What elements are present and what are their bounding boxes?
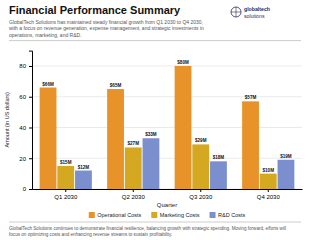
y-tick-label: 20 — [19, 156, 26, 162]
text-line: GlobalTech Solutions continues to demons… — [9, 226, 286, 231]
x-tick-mark — [133, 189, 134, 192]
y-tick-mark — [29, 189, 32, 190]
background — [0, 0, 310, 240]
y-tick-mark — [29, 127, 32, 128]
y-tick: 60 — [19, 94, 32, 100]
y-axis: 0 20 40 60 80 — [19, 51, 32, 192]
bar — [210, 161, 227, 189]
title: Financial Performance Summary — [9, 4, 181, 16]
data-label: $18M — [213, 155, 225, 160]
data-labels: $66M $65M $80M $57M $15M $27M $29M $10M $12M $33M… — [42, 60, 292, 173]
y-tick: 0 — [23, 186, 32, 192]
data-label: $80M — [177, 60, 189, 65]
legend-swatch — [151, 212, 157, 218]
x-axis-line — [33, 189, 303, 190]
footer-group: GlobalTech Solutions continues to demons… — [9, 226, 286, 237]
logo-icon — [231, 7, 241, 17]
bar — [175, 66, 192, 189]
chart-svg: Financial Performance Summary globaltechs… — [0, 0, 310, 240]
x-axis: Q1 2030 Q2 2030 Q3 2030 Q4 2030 — [33, 189, 303, 200]
x-tick-label: Q4 2030 — [257, 194, 281, 200]
data-label: $19M — [280, 154, 292, 159]
legend-item: R&D Costs — [210, 212, 246, 218]
x-axis-title: Quarter — [157, 202, 177, 208]
y-tick: 20 — [19, 156, 32, 162]
grid — [32, 66, 302, 189]
grid-line — [32, 127, 302, 128]
bar-series — [75, 138, 294, 189]
text-line: GlobalTech Solutions has maintained stea… — [9, 19, 203, 25]
y-axis-title: Amount (in US dollars) — [4, 92, 10, 147]
legend-label: R&D Costs — [218, 212, 245, 218]
y-tick-label: 0 — [23, 186, 27, 192]
y-tick-mark — [29, 158, 32, 159]
bar — [125, 147, 142, 189]
legend-label: Marketing Costs — [160, 212, 200, 218]
chart-container: Financial Performance Summary globaltechs… — [0, 0, 310, 240]
x-tick: Q3 2030 — [189, 189, 213, 200]
subtitle: GlobalTech Solutions has maintained stea… — [9, 19, 204, 38]
data-label: $57M — [245, 95, 257, 100]
footer: GlobalTech Solutions continues to demons… — [9, 226, 286, 237]
x-tick-label: Q3 2030 — [189, 194, 213, 200]
data-label: $27M — [128, 141, 140, 146]
legend: Operational Costs Marketing Costs R&D Cost… — [89, 212, 246, 218]
y-tick: 80 — [19, 63, 32, 69]
bar-series — [40, 66, 259, 189]
text-line: operations, marketing, and R&D. — [9, 32, 82, 38]
data-label: $29M — [195, 138, 207, 143]
legend-swatch — [210, 212, 216, 218]
bar — [40, 88, 57, 189]
bar — [192, 144, 209, 189]
bar — [242, 101, 259, 189]
x-tick-mark — [268, 189, 269, 192]
y-tick-label: 80 — [19, 63, 26, 69]
x-tick-label: Q1 2030 — [54, 194, 78, 200]
text-line: with a focus on revenue generation, expe… — [9, 25, 204, 31]
subtitle-group: GlobalTech Solutions has maintained stea… — [9, 19, 204, 38]
y-tick-label: 60 — [19, 94, 26, 100]
x-tick: Q2 2030 — [122, 189, 146, 200]
y-tick-label: 40 — [19, 125, 26, 131]
bar-series — [57, 144, 276, 189]
bar — [107, 89, 124, 189]
text-line: focus on optimizing costs and enhancing … — [9, 232, 172, 237]
bar — [260, 174, 277, 189]
y-axis-line — [29, 51, 33, 189]
data-label: $33M — [145, 132, 157, 137]
data-label: $10M — [263, 168, 275, 173]
data-label: $12M — [78, 165, 90, 170]
grid-line — [32, 158, 302, 159]
bar — [143, 138, 160, 189]
plot: 0 20 40 60 80 Q1 2030 Q2 2030 Q3 2030 Q4 2030 $66… — [19, 51, 302, 200]
logo-icon — [231, 12, 241, 13]
data-label: $65M — [110, 83, 122, 88]
y-tick-mark — [29, 66, 32, 67]
bar — [75, 171, 92, 189]
logo: globaltechsolutions — [231, 6, 270, 19]
grid-line — [32, 65, 302, 66]
y-tick-mark — [29, 97, 32, 98]
grid-line — [32, 96, 302, 97]
x-tick: Q1 2030 — [54, 189, 78, 200]
x-tick: Q4 2030 — [257, 189, 281, 200]
logo-text: globaltech — [244, 6, 270, 12]
legend-item: Marketing Costs — [151, 212, 199, 218]
bar — [278, 160, 295, 189]
bars — [40, 66, 295, 189]
legend-label: Operational Costs — [97, 212, 141, 218]
legend-swatch — [89, 212, 95, 218]
data-label: $66M — [42, 82, 54, 87]
logo-text: solutions — [244, 13, 265, 19]
x-tick-mark — [200, 189, 201, 192]
separator — [9, 40, 301, 41]
x-tick-label: Q2 2030 — [122, 194, 146, 200]
legend-item: Operational Costs — [89, 212, 142, 218]
data-label: $15M — [60, 160, 72, 165]
separator — [9, 222, 301, 223]
bar — [57, 166, 74, 189]
y-tick: 40 — [19, 125, 32, 131]
x-tick-mark — [65, 189, 66, 192]
